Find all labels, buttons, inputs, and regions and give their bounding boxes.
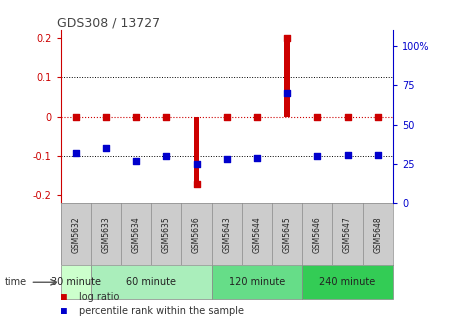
- Point: [253, 114, 260, 120]
- Text: GSM5646: GSM5646: [313, 216, 322, 253]
- Point: [284, 35, 291, 41]
- Text: log ratio: log ratio: [79, 292, 119, 302]
- Text: GSM5633: GSM5633: [101, 216, 110, 253]
- Point: [102, 145, 110, 151]
- Text: 30 minute: 30 minute: [51, 277, 101, 287]
- Point: [314, 114, 321, 120]
- Text: 120 minute: 120 minute: [229, 277, 285, 287]
- Text: GSM5632: GSM5632: [71, 216, 80, 253]
- Point: [102, 114, 110, 120]
- Bar: [61, 265, 91, 299]
- Text: GSM5636: GSM5636: [192, 216, 201, 253]
- Bar: [91, 265, 211, 299]
- Text: 240 minute: 240 minute: [319, 277, 376, 287]
- Bar: [194, 117, 199, 183]
- Point: [344, 114, 351, 120]
- Point: [193, 161, 200, 167]
- Text: time: time: [4, 277, 26, 287]
- Text: 60 minute: 60 minute: [126, 277, 176, 287]
- Point: [193, 181, 200, 186]
- Bar: [211, 265, 302, 299]
- Text: GSM5645: GSM5645: [283, 216, 292, 253]
- Text: GSM5634: GSM5634: [132, 216, 141, 253]
- Text: GSM5643: GSM5643: [222, 216, 231, 253]
- Text: GSM5644: GSM5644: [252, 216, 261, 253]
- Point: [163, 114, 170, 120]
- Point: [253, 155, 260, 160]
- Text: ■: ■: [61, 306, 66, 316]
- Point: [132, 158, 140, 164]
- Text: GSM5647: GSM5647: [343, 216, 352, 253]
- Bar: [302, 265, 393, 299]
- Point: [344, 152, 351, 157]
- Point: [132, 114, 140, 120]
- Bar: [284, 38, 290, 117]
- Point: [72, 150, 79, 156]
- Text: ■: ■: [61, 292, 66, 302]
- Point: [72, 114, 79, 120]
- Text: percentile rank within the sample: percentile rank within the sample: [79, 306, 243, 316]
- Point: [223, 114, 230, 120]
- Text: GDS308 / 13727: GDS308 / 13727: [57, 16, 160, 29]
- Text: GSM5648: GSM5648: [373, 216, 382, 253]
- Point: [284, 90, 291, 96]
- Point: [314, 154, 321, 159]
- Point: [374, 114, 381, 120]
- Point: [374, 152, 381, 157]
- Point: [163, 154, 170, 159]
- Point: [223, 157, 230, 162]
- Text: GSM5635: GSM5635: [162, 216, 171, 253]
